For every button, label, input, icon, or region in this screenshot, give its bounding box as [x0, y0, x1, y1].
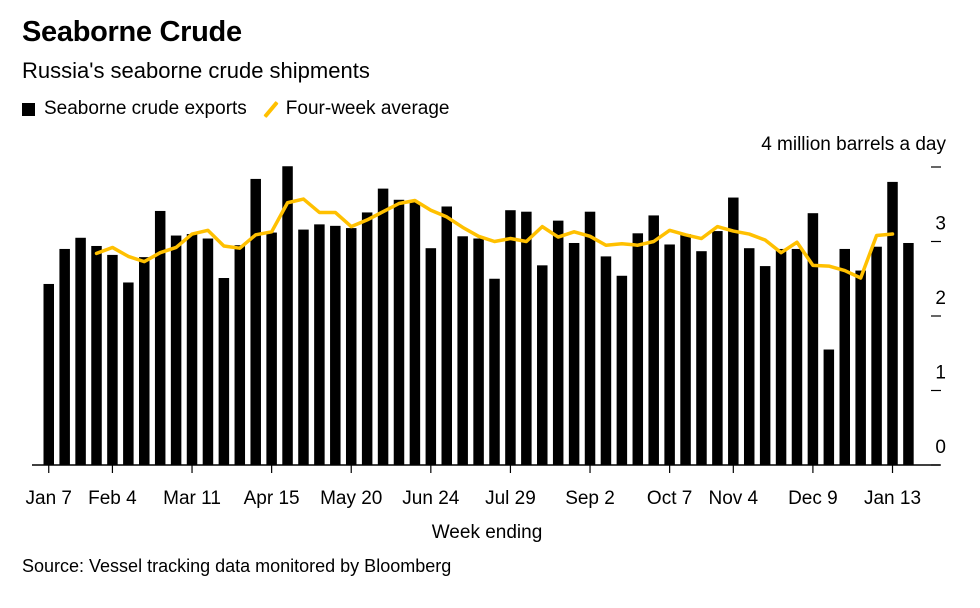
bar-3 [91, 245, 102, 465]
legend-label-exports: Seaborne crude exports [44, 98, 247, 119]
legend-bar-swatch [22, 102, 35, 116]
bar-13 [250, 178, 261, 466]
bar-27 [473, 238, 484, 465]
bar-25 [441, 206, 452, 466]
x-tick-label-8: Oct 7 [647, 488, 692, 509]
bar-8 [170, 235, 182, 465]
bar-19 [345, 228, 357, 465]
legend-label-average: Four-week average [285, 98, 450, 119]
x-tick-label-6: Jul 29 [485, 488, 536, 509]
y-tick-label-3: 3 [935, 214, 946, 235]
chart-subtitle: Russia's seaborne crude shipments [22, 58, 370, 83]
bar-26 [457, 236, 468, 465]
source-note: Source: Vessel tracking data monitored b… [22, 556, 452, 576]
bar-31 [537, 265, 548, 465]
bar-49 [823, 349, 835, 465]
x-tick-label-9: Nov 4 [708, 488, 758, 509]
y-tick-label-0: 0 [935, 437, 946, 458]
legend: Seaborne crude exports Four-week average [22, 98, 466, 120]
bar-29 [505, 210, 516, 465]
bar-46 [775, 248, 787, 465]
bar-11 [218, 278, 230, 465]
bar-38 [648, 215, 659, 465]
bar-14 [266, 232, 277, 465]
x-tick-label-7: Sep 2 [565, 488, 615, 509]
bar-24 [425, 248, 437, 465]
bar-53 [887, 181, 898, 465]
x-axis-title: Week ending [432, 522, 543, 543]
bar-37 [632, 233, 644, 465]
bar-28 [489, 278, 500, 465]
x-tick-label-3: Apr 15 [244, 488, 300, 509]
bar-0 [43, 283, 54, 465]
bar-51 [855, 270, 866, 465]
bar-42 [712, 231, 723, 465]
bar-44 [743, 248, 755, 465]
bar-2 [75, 237, 86, 465]
bar-17 [314, 224, 325, 465]
legend-item-exports: Seaborne crude exports [22, 98, 247, 120]
bar-50 [839, 248, 850, 465]
bar-18 [330, 225, 341, 465]
bar-41 [696, 251, 707, 465]
bar-7 [154, 210, 166, 465]
bar-30 [521, 211, 532, 465]
bar-43 [728, 197, 739, 466]
bar-52 [871, 246, 882, 465]
bar-9 [186, 234, 198, 465]
bar-32 [552, 220, 564, 465]
bar-48 [807, 213, 819, 465]
bar-10 [202, 238, 214, 465]
chart-area: 0 1 2 3 Jan 7 Feb 4 Mar 11 Apr 15 May 20 Jun 24 Ju… [26, 166, 946, 543]
bar-33 [568, 242, 580, 465]
bar-6 [139, 257, 150, 465]
bar-20 [361, 212, 373, 465]
bar-21 [377, 188, 389, 466]
bar-5 [123, 282, 134, 465]
legend-item-average: Four-week average [263, 98, 450, 120]
bar-45 [759, 266, 771, 465]
bar-35 [600, 256, 612, 465]
bar-34 [584, 211, 596, 465]
bar-16 [298, 229, 309, 465]
y-tick-label-1: 1 [935, 363, 946, 384]
average-line [94, 197, 895, 280]
bar-12 [234, 245, 246, 465]
bar-39 [664, 244, 675, 465]
y-tick-label-2: 2 [935, 288, 946, 309]
x-tick-label-0: Jan 7 [26, 488, 72, 509]
x-tick-label-1: Feb 4 [88, 488, 137, 509]
x-tick-label-11: Jan 13 [864, 488, 921, 509]
x-tick-label-5: Jun 24 [402, 488, 459, 509]
bar-15 [282, 166, 293, 465]
y-unit-label: 4 million barrels a day [761, 134, 946, 155]
x-tick-label-10: Dec 9 [788, 488, 838, 509]
bar-40 [680, 234, 691, 465]
chart-title: Seaborne Crude [22, 16, 242, 48]
bar-36 [616, 275, 628, 465]
bar-23 [409, 202, 421, 465]
bar-1 [59, 248, 70, 465]
bar-54 [903, 242, 914, 465]
x-tick-label-4: May 20 [320, 488, 382, 509]
bar-4 [107, 254, 118, 465]
x-tick-label-2: Mar 11 [163, 488, 221, 509]
bar-22 [393, 199, 405, 465]
bar-47 [791, 248, 803, 465]
